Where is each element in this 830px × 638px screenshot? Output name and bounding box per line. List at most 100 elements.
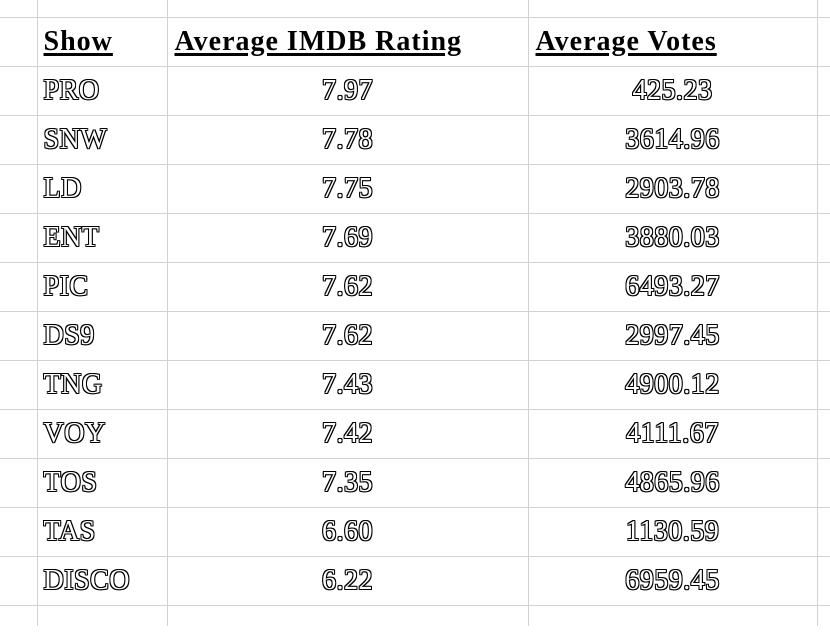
cell-empty[interactable] [0,457,38,508]
show-value: DS9 [43,319,95,351]
cell-empty[interactable] [0,604,38,626]
column-header-average-imdb-rating: Average IMDB Rating [174,25,463,57]
show-value: DISCO [43,564,131,596]
cell-votes[interactable]: 3614.96 [527,114,818,165]
cell-empty[interactable] [36,0,168,18]
rating-value: 7.97 [322,74,373,106]
cell-rating[interactable]: 7.69 [166,212,529,263]
cell-empty[interactable] [816,212,830,263]
cell-empty[interactable] [166,604,529,626]
cell-empty[interactable] [166,0,529,18]
cell-empty[interactable] [816,114,830,165]
cell-rating[interactable]: 7.62 [166,310,529,361]
cell-votes[interactable]: 4111.67 [527,408,818,459]
cell-show[interactable]: PIC [36,261,168,312]
cell-rating[interactable]: 7.62 [166,261,529,312]
cell-empty[interactable] [816,457,830,508]
cell-rating[interactable]: 7.97 [166,65,529,116]
cell-rating[interactable]: 7.35 [166,457,529,508]
cell-empty[interactable] [816,555,830,606]
cell-rating[interactable]: 6.22 [166,555,529,606]
cell-empty[interactable] [816,506,830,557]
cell-rating[interactable]: 7.75 [166,163,529,214]
rating-value: 7.43 [322,368,373,400]
cell-show[interactable]: LD [36,163,168,214]
cell-rating[interactable]: 7.42 [166,408,529,459]
cell-empty[interactable] [816,310,830,361]
cell-empty[interactable] [816,604,830,626]
cell-votes[interactable]: 4900.12 [527,359,818,410]
cell-empty[interactable] [527,604,818,626]
cell-empty[interactable] [36,604,168,626]
cell-votes[interactable]: 1130.59 [527,506,818,557]
column-header-show: Show [43,25,113,57]
cell-show[interactable]: DISCO [36,555,168,606]
cell-empty[interactable] [0,16,38,67]
cell-empty[interactable] [0,555,38,606]
partial-row-bottom [0,604,830,626]
rating-value: 7.62 [322,270,373,302]
show-value: SNW [43,123,108,155]
rating-value: 7.75 [322,172,373,204]
cell-votes[interactable]: 4865.96 [527,457,818,508]
cell-empty[interactable] [816,163,830,214]
cell-empty[interactable] [0,261,38,312]
cell-show[interactable]: TAS [36,506,168,557]
cell-show[interactable]: TOS [36,457,168,508]
cell-show[interactable]: TNG [36,359,168,410]
votes-value: 4865.96 [625,466,720,498]
cell-empty[interactable] [816,16,830,67]
show-value: VOY [43,417,106,449]
cell-empty[interactable] [816,359,830,410]
cell-rating[interactable]: 6.60 [166,506,529,557]
cell-rating[interactable]: 7.78 [166,114,529,165]
table-row: TNG 7.43 4900.12 [0,359,830,410]
cell-empty[interactable] [816,408,830,459]
cell-empty[interactable] [0,212,38,263]
show-value: TAS [43,515,96,547]
cell-empty[interactable] [0,408,38,459]
votes-value: 2903.78 [625,172,720,204]
table-row: SNW 7.78 3614.96 [0,114,830,165]
column-header-rating-cell[interactable]: Average IMDB Rating [166,16,529,67]
cell-show[interactable]: ENT [36,212,168,263]
cell-empty[interactable] [816,65,830,116]
cell-votes[interactable]: 3880.03 [527,212,818,263]
table-row: VOY 7.42 4111.67 [0,408,830,459]
votes-value: 4900.12 [625,368,720,400]
cell-empty[interactable] [0,0,38,18]
cell-empty[interactable] [0,114,38,165]
column-header-show-cell[interactable]: Show [36,16,168,67]
column-header-average-votes: Average Votes [535,25,717,57]
rating-value: 7.78 [322,123,373,155]
cell-empty[interactable] [816,261,830,312]
column-header-votes-cell[interactable]: Average Votes [527,16,818,67]
cell-votes[interactable]: 425.23 [527,65,818,116]
cell-votes[interactable]: 6493.27 [527,261,818,312]
cell-empty[interactable] [816,0,830,18]
show-value: PRO [43,74,100,106]
cell-show[interactable]: VOY [36,408,168,459]
cell-votes[interactable]: 6959.45 [527,555,818,606]
cell-empty[interactable] [0,65,38,116]
cell-show[interactable]: DS9 [36,310,168,361]
votes-value: 6493.27 [625,270,720,302]
cell-empty[interactable] [0,506,38,557]
table-row: TOS 7.35 4865.96 [0,457,830,508]
table-row: DS9 7.62 2997.45 [0,310,830,361]
votes-value: 2997.45 [625,319,720,351]
cell-empty[interactable] [0,310,38,361]
cell-show[interactable]: SNW [36,114,168,165]
header-row: Show Average IMDB Rating Average Votes [0,16,830,67]
votes-value: 6959.45 [625,564,720,596]
cell-empty[interactable] [527,0,818,18]
cell-votes[interactable]: 2997.45 [527,310,818,361]
cell-show[interactable]: PRO [36,65,168,116]
cell-empty[interactable] [0,163,38,214]
cell-votes[interactable]: 2903.78 [527,163,818,214]
cell-rating[interactable]: 7.43 [166,359,529,410]
rating-value: 6.60 [322,515,373,547]
cell-empty[interactable] [0,359,38,410]
